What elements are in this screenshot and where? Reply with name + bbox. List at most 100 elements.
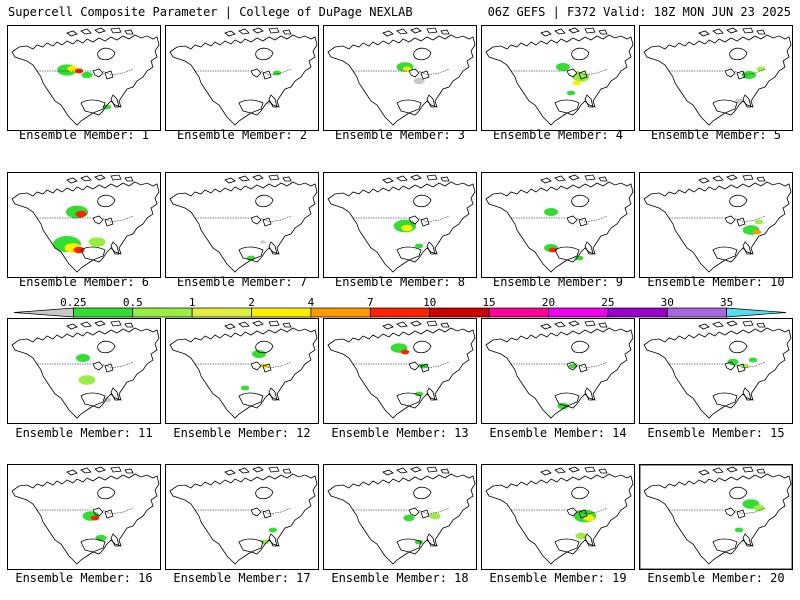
legend-tick-label: 10 — [423, 296, 436, 309]
coastline — [712, 246, 738, 261]
coastline — [571, 194, 590, 208]
coastline — [540, 466, 608, 476]
coastline — [742, 533, 752, 547]
coastline — [250, 215, 272, 227]
coastline — [712, 99, 738, 114]
legend-tick-label: 7 — [367, 296, 374, 309]
coastline — [268, 94, 278, 108]
border-line — [511, 68, 608, 76]
coastline — [729, 47, 748, 61]
coastline — [268, 241, 278, 255]
ensemble-member-label: Ensemble Member: 17 — [173, 571, 311, 585]
coastline — [584, 387, 594, 401]
ensemble-member-label: Ensemble Member: 10 — [647, 275, 785, 289]
ensemble-map-panel — [481, 464, 635, 570]
coastline — [255, 194, 274, 208]
border-line — [353, 68, 450, 76]
coastline — [408, 68, 430, 80]
ensemble-map-panel — [165, 464, 319, 570]
coastline — [413, 340, 432, 354]
ensemble-map — [323, 464, 477, 570]
scp-fill — [396, 62, 425, 85]
border-line — [511, 361, 608, 369]
coastline — [729, 340, 748, 354]
coastline — [97, 340, 116, 354]
ensemble-map — [639, 464, 793, 570]
ensemble-map — [481, 172, 635, 278]
border-line — [37, 507, 134, 515]
coastline — [729, 486, 748, 500]
ensemble-member-label: Ensemble Member: 14 — [489, 426, 627, 440]
coastline — [327, 327, 476, 419]
coastline — [729, 194, 748, 208]
coastline — [382, 27, 450, 37]
coastline — [66, 466, 134, 476]
border-line — [669, 361, 766, 369]
ensemble-map — [165, 318, 319, 424]
ensemble-map — [323, 318, 477, 424]
legend-tick-label: 4 — [308, 296, 315, 309]
scp-fill — [240, 350, 270, 391]
coastline — [97, 47, 116, 61]
ensemble-member-label: Ensemble Member: 16 — [15, 571, 153, 585]
legend-swatch — [548, 307, 609, 318]
coastline — [413, 194, 432, 208]
scp-fill — [57, 64, 112, 110]
coastline — [554, 246, 580, 261]
scp-fill — [742, 219, 764, 235]
ensemble-member-label: Ensemble Member: 7 — [176, 275, 308, 289]
ensemble-map-panel — [323, 318, 477, 424]
ensemble-member-label: Ensemble Member: 8 — [334, 275, 466, 289]
coastline — [327, 181, 476, 273]
coastline — [92, 507, 114, 519]
coastline — [554, 538, 580, 553]
ensemble-map-panel — [165, 25, 319, 131]
ensemble-map-panel — [481, 172, 635, 278]
legend-swatch — [310, 307, 371, 318]
coastline — [724, 361, 746, 373]
coastline — [238, 246, 264, 261]
legend-swatch — [429, 307, 490, 318]
coastline — [698, 27, 766, 37]
border-line — [195, 68, 292, 76]
ensemble-member-label: Ensemble Member: 13 — [331, 426, 469, 440]
coastline — [566, 361, 588, 373]
legend-tick-label: 35 — [720, 296, 733, 309]
coastline — [724, 68, 746, 80]
coastline — [540, 27, 608, 37]
ensemble-map-panel — [323, 25, 477, 131]
legend-swatch — [191, 307, 252, 318]
ensemble-map-panel — [639, 172, 793, 278]
border-line — [353, 507, 450, 515]
color-legend: 0.25 0.5 1 2 4 7 10 15 20 25 30 35 — [13, 296, 787, 318]
ensemble-map — [481, 318, 635, 424]
scp-fill — [556, 63, 590, 96]
coastline — [554, 99, 580, 114]
ensemble-map-panel — [323, 172, 477, 278]
border-line — [37, 361, 134, 369]
scp-fill — [734, 499, 765, 533]
ensemble-map — [639, 172, 793, 278]
ensemble-map-panel — [165, 318, 319, 424]
coastline — [485, 327, 634, 419]
coastline — [110, 94, 120, 108]
coastline — [80, 99, 106, 114]
ensemble-map-panel — [165, 172, 319, 278]
ensemble-map — [165, 172, 319, 278]
ensemble-member-label: Ensemble Member: 1 — [18, 128, 150, 142]
coastline — [110, 241, 120, 255]
coastline — [80, 538, 106, 553]
ensemble-map-panel — [481, 25, 635, 131]
ensemble-map-panel — [481, 318, 635, 424]
coastline — [169, 34, 318, 126]
ensemble-member-label: Ensemble Member: 6 — [18, 275, 150, 289]
legend-tick-label: 0.25 — [60, 296, 87, 309]
coastline — [712, 392, 738, 407]
ensemble-member-label: Ensemble Member: 20 — [647, 571, 785, 585]
coastline — [92, 68, 114, 80]
legend-tick-label: 1 — [189, 296, 196, 309]
coastline — [584, 241, 594, 255]
coastline — [110, 533, 120, 547]
legend-tick-label: 2 — [248, 296, 255, 309]
border-line — [353, 215, 450, 223]
